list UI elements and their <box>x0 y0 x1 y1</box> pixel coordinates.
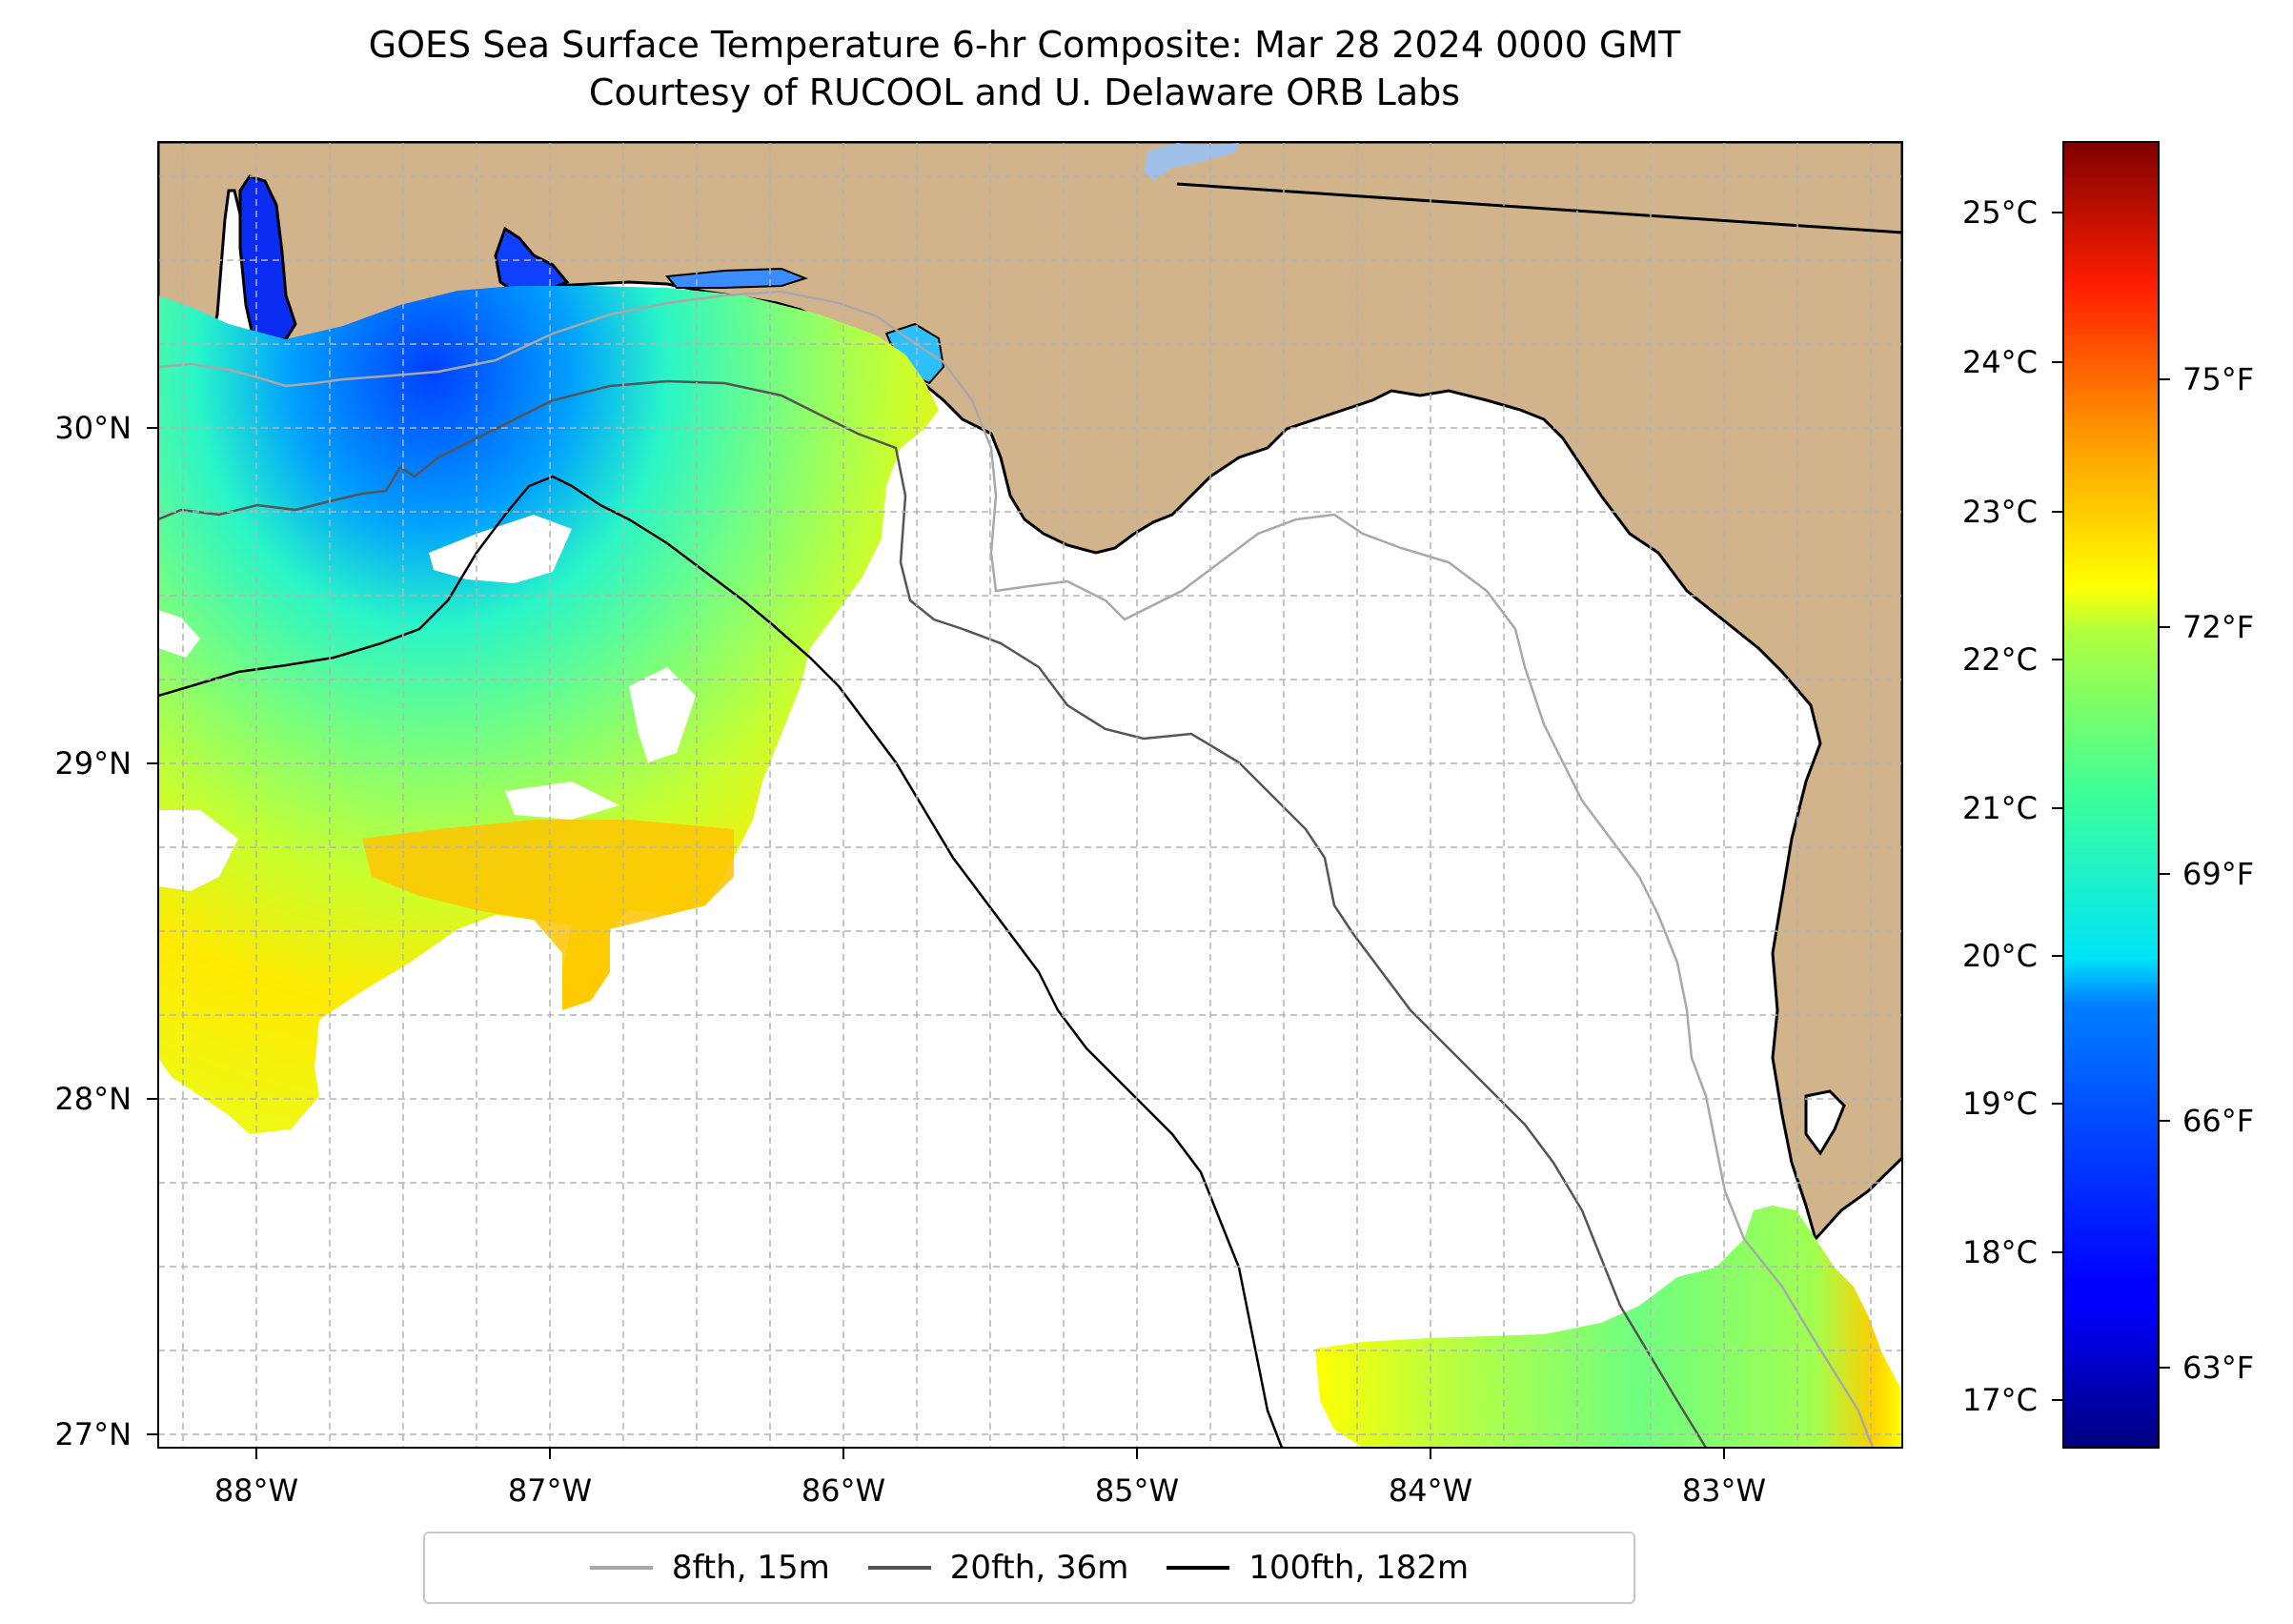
sst-patch-south <box>1315 1206 1902 1448</box>
cloud-gap-3 <box>505 782 619 820</box>
contour-legend: 8fth, 15m 20fth, 36m 100fth, 182m <box>423 1532 1635 1604</box>
map-frame <box>157 141 1903 1449</box>
legend-entry-100fth: 100fth, 182m <box>1167 1549 1469 1587</box>
lat-label-27n: 27°N <box>54 1416 132 1452</box>
colorbar-f-66: 66°F <box>2182 1103 2254 1139</box>
lat-label-29n: 29°N <box>54 745 132 782</box>
contour-8fth <box>158 290 1875 1448</box>
colorbar-c-18: 18°C <box>1962 1234 2038 1270</box>
colorbar-f-69: 69°F <box>2182 856 2254 892</box>
lat-tick-marks <box>147 427 158 1435</box>
lon-label-84w: 84°W <box>1389 1472 1472 1509</box>
cloud-gap-1 <box>429 515 572 583</box>
sst-patch-northwest <box>158 286 939 1134</box>
title-line-1: GOES Sea Surface Temperature 6-hr Compos… <box>368 24 1681 66</box>
colorbar-celsius-ticks <box>2052 212 2063 1401</box>
lon-label-86w: 86°W <box>802 1472 885 1509</box>
legend-entry-20fth: 20fth, 36m <box>867 1549 1129 1587</box>
tampa-bay <box>1804 1089 1846 1156</box>
lake <box>1144 143 1239 181</box>
cloud-gap-5 <box>158 610 200 658</box>
lon-label-83w: 83°W <box>1682 1472 1766 1509</box>
lon-label-85w: 85°W <box>1095 1472 1179 1509</box>
cloud-gap-4 <box>158 810 238 891</box>
colorbar-f-75: 75°F <box>2182 361 2254 397</box>
colorbar-fahrenheit-ticks <box>2159 378 2170 1369</box>
contour-20fth <box>158 379 1708 1448</box>
legend-swatch-8fth <box>589 1566 653 1570</box>
cloud-gap-2 <box>629 667 696 762</box>
colorbar-c-21: 21°C <box>1962 790 2038 826</box>
legend-entry-8fth: 8fth, 15m <box>589 1549 830 1587</box>
colorbar-c-23: 23°C <box>1962 494 2038 530</box>
colorbar-c-25: 25°C <box>1962 194 2038 231</box>
sst-warm-core <box>362 820 734 1010</box>
colorbar-f-63: 63°F <box>2182 1350 2254 1386</box>
colorbar-c-24: 24°C <box>1962 344 2038 380</box>
lon-tick-marks <box>255 1448 1725 1459</box>
legend-swatch-20fth <box>867 1566 931 1570</box>
state-border <box>1176 182 1902 234</box>
colorbar-c-22: 22°C <box>1962 641 2038 678</box>
colorbar-f-72: 72°F <box>2182 609 2254 645</box>
legend-label-8fth: 8fth, 15m <box>671 1549 830 1587</box>
legend-label-100fth: 100fth, 182m <box>1248 1549 1470 1587</box>
legend-label-20fth: 20fth, 36m <box>949 1549 1129 1587</box>
legend-swatch-100fth <box>1167 1566 1230 1570</box>
contour-100fth <box>158 475 1284 1448</box>
lon-label-88w: 88°W <box>214 1472 298 1509</box>
mobile-bay <box>238 174 297 341</box>
lat-label-28n: 28°N <box>54 1081 132 1117</box>
colorbar-c-17: 17°C <box>1962 1382 2038 1418</box>
lon-label-87w: 87°W <box>508 1472 592 1509</box>
title-line-2: Courtesy of RUCOOL and U. Delaware ORB L… <box>588 71 1461 113</box>
chart-title: GOES Sea Surface Temperature 6-hr Compos… <box>0 21 2049 116</box>
colorbar-c-19: 19°C <box>1962 1086 2038 1122</box>
colorbar-c-20: 20°C <box>1962 938 2038 974</box>
colorbar <box>2062 141 2160 1449</box>
lat-label-30n: 30°N <box>54 410 132 446</box>
map-gridlines <box>158 142 1902 1448</box>
